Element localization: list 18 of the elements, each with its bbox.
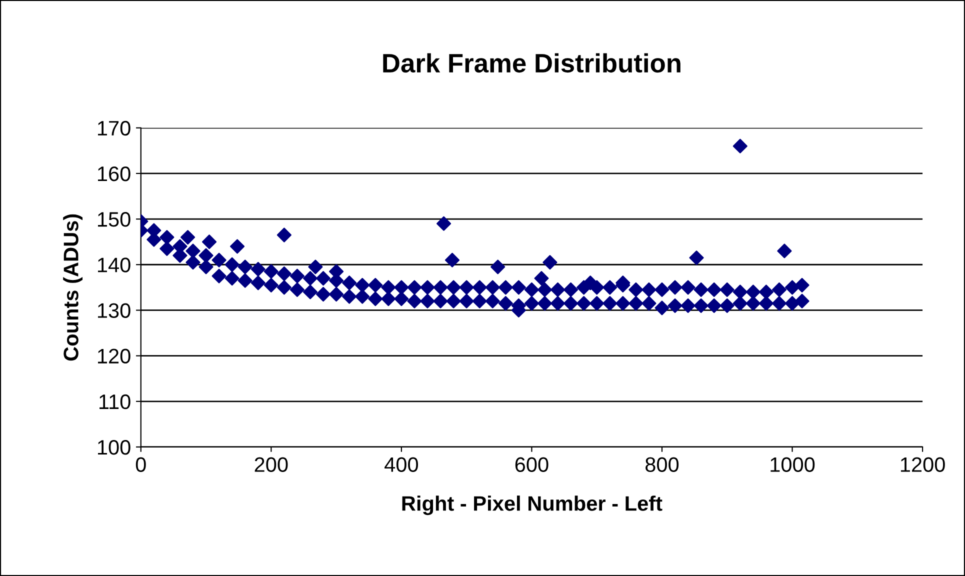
x-tick-label: 400 bbox=[384, 457, 418, 472]
x-tick-label: 0 bbox=[136, 457, 146, 472]
x-tick-label: 600 bbox=[515, 457, 548, 472]
x-tick-label: 200 bbox=[254, 457, 288, 472]
y-axis-title: Counts (ADUs) bbox=[63, 214, 83, 361]
y-tick-label: 140 bbox=[98, 258, 130, 272]
y-tick-label: 170 bbox=[98, 120, 130, 136]
x-tick-label: 1200 bbox=[900, 457, 945, 472]
y-tick-label: 110 bbox=[100, 394, 130, 410]
y-tick-label: 160 bbox=[98, 166, 130, 182]
y-tick-label: 120 bbox=[98, 348, 130, 364]
x-tick-label: 800 bbox=[646, 457, 679, 472]
chart-title: Dark Frame Distribution bbox=[383, 53, 680, 73]
y-tick-label: 130 bbox=[98, 303, 130, 318]
y-tick-label: 150 bbox=[98, 212, 130, 227]
x-tick-label: 1000 bbox=[770, 457, 815, 472]
x-axis-title: Right - Pixel Number - Left bbox=[402, 496, 662, 516]
y-tick-label: 100 bbox=[98, 440, 130, 455]
